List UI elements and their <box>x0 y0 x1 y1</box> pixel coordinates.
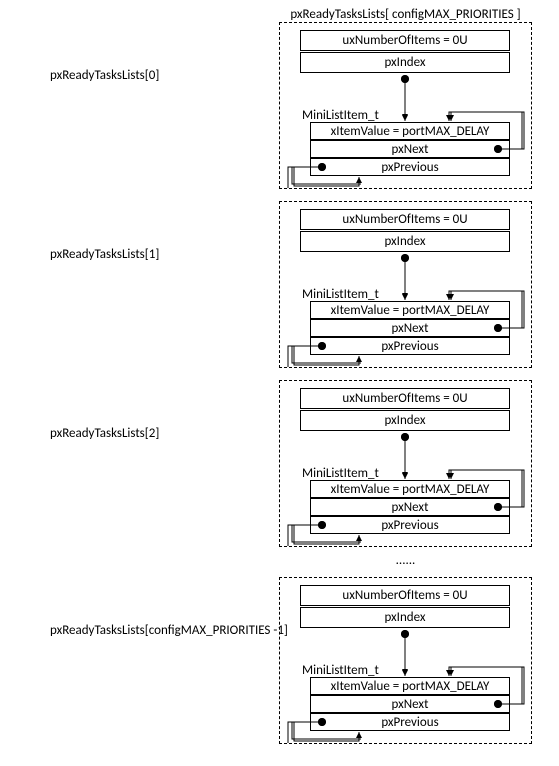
connectors-svg <box>0 0 559 766</box>
diagram-root: pxReadyTasksLists[ configMAX_PRIORITIES … <box>0 0 559 766</box>
